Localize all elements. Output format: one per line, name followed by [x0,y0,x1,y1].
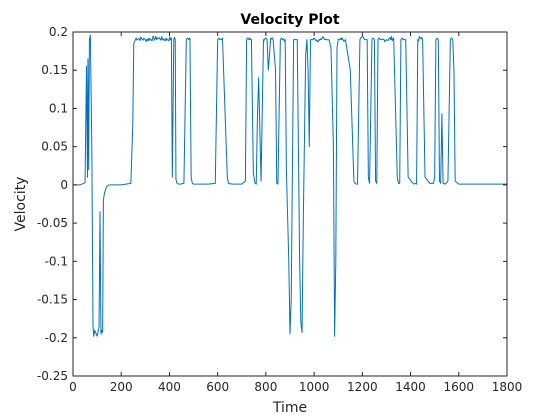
chart-title: Velocity Plot [240,12,339,28]
x-tick-label: 1600 [444,380,475,394]
x-axis-label: Time [272,400,307,416]
y-tick-label: 0.1 [49,101,68,115]
y-tick-label: -0.1 [45,254,68,268]
y-tick-label: 0 [60,178,68,192]
x-axis: 0 200 400 600 800 1000 1200 1400 1600 1800 [69,32,522,394]
y-axis: -0.25 -0.2 -0.15 -0.1 -0.05 0 0.05 0.1 0.15 0.2 [37,25,507,383]
x-tick-label: 0 [69,380,77,394]
y-axis-label: Velocity [13,177,29,232]
plot-area [72,31,508,377]
y-tick-label: 0.15 [41,63,68,77]
x-tick-label: 1200 [347,380,378,394]
velocity-series-line [73,34,507,337]
x-tick-label: 400 [158,380,181,394]
x-tick-label: 1800 [492,380,523,394]
y-tick-label: -0.25 [37,369,68,383]
x-tick-label: 600 [206,380,229,394]
x-tick-label: 200 [110,380,133,394]
y-tick-label: 0.05 [41,140,68,154]
x-tick-label: 1000 [299,380,330,394]
y-tick-label: -0.15 [37,293,68,307]
y-tick-label: 0.2 [49,25,68,39]
y-tick-label: -0.2 [45,331,68,345]
y-tick-label: -0.05 [37,216,68,230]
x-tick-label: 1400 [395,380,426,394]
x-tick-label: 800 [254,380,277,394]
axes-box [72,31,508,377]
